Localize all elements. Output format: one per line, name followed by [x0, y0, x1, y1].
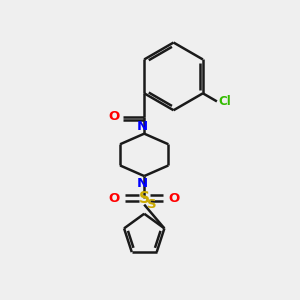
Text: S: S: [139, 190, 150, 206]
Text: N: N: [137, 177, 148, 190]
Text: O: O: [109, 192, 120, 205]
Text: S: S: [147, 198, 156, 212]
Text: Cl: Cl: [218, 95, 231, 108]
Text: N: N: [137, 120, 148, 133]
Text: O: O: [108, 110, 119, 123]
Text: O: O: [168, 192, 180, 205]
